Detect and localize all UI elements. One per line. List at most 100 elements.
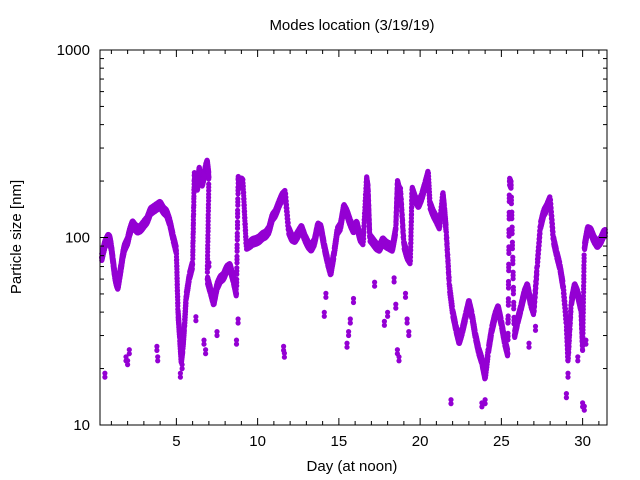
data-point <box>581 252 587 258</box>
data-point <box>408 247 414 253</box>
data-point <box>567 326 573 332</box>
data-point <box>509 224 515 230</box>
data-point <box>234 230 240 236</box>
data-point <box>550 225 556 231</box>
data-point <box>235 202 241 208</box>
data-point <box>505 302 511 308</box>
data-point <box>549 217 555 223</box>
data-point <box>190 229 196 235</box>
data-point <box>548 201 554 207</box>
data-point <box>234 219 241 225</box>
data-point <box>504 346 511 352</box>
data-point <box>243 227 249 233</box>
data-point <box>174 263 180 269</box>
data-point <box>567 320 573 326</box>
data-point <box>400 217 406 223</box>
data-point <box>174 275 180 281</box>
data-point <box>191 211 197 217</box>
data-point <box>508 201 514 207</box>
data-point <box>392 232 398 238</box>
data-point <box>408 233 414 239</box>
data-point <box>366 222 372 228</box>
data-point <box>206 188 212 194</box>
data-point <box>532 294 538 300</box>
data-point <box>532 290 539 296</box>
data-point <box>506 261 512 267</box>
data-point <box>393 211 399 217</box>
data-point <box>510 291 516 297</box>
data-point <box>366 212 372 218</box>
data-point <box>235 196 241 202</box>
data-point <box>581 289 587 295</box>
data-point <box>206 198 212 204</box>
data-point <box>181 328 187 334</box>
data-point <box>563 309 569 315</box>
data-point <box>534 271 540 277</box>
data-point <box>365 182 371 188</box>
data-point <box>407 258 413 264</box>
data-point <box>174 257 180 263</box>
data-point <box>174 269 180 275</box>
data-point <box>510 269 516 275</box>
data-point <box>173 251 180 257</box>
data-point <box>361 223 367 229</box>
data-point <box>190 247 196 253</box>
data-point <box>234 260 240 266</box>
data-point <box>485 353 491 359</box>
data-point <box>235 214 241 220</box>
data-point <box>565 355 571 361</box>
data-point <box>400 222 406 228</box>
data-point <box>240 183 246 189</box>
data-point <box>366 217 372 223</box>
data-point <box>399 201 405 207</box>
data-point <box>234 253 240 259</box>
data-point <box>444 235 450 241</box>
data-point <box>566 344 572 350</box>
data-point <box>361 217 368 223</box>
data-point <box>561 287 567 293</box>
data-point <box>190 256 196 262</box>
data-point <box>506 268 512 274</box>
data-point <box>509 231 515 237</box>
data-point <box>205 218 211 224</box>
data-point <box>443 222 449 228</box>
data-point <box>233 291 240 297</box>
data-point <box>399 207 405 213</box>
data-point <box>190 261 196 267</box>
data-point <box>206 174 212 180</box>
data-point <box>580 330 586 336</box>
data-point <box>547 197 554 203</box>
data-point <box>235 207 241 213</box>
data-point <box>408 218 414 225</box>
data-point <box>366 207 372 213</box>
data-point <box>398 191 404 197</box>
data-point <box>204 269 210 275</box>
data-point <box>548 205 554 211</box>
data-point <box>408 226 414 232</box>
data-point <box>580 299 587 306</box>
data-point <box>533 285 539 291</box>
data-point <box>445 263 451 269</box>
data-point <box>536 247 542 253</box>
data-point <box>535 251 542 257</box>
data-point <box>331 256 337 262</box>
data-point <box>189 266 195 272</box>
data-point <box>206 181 212 187</box>
data-point <box>366 203 372 209</box>
data-point <box>446 274 452 280</box>
data-point <box>174 281 180 287</box>
data-point <box>508 182 514 188</box>
data-point <box>361 229 367 236</box>
data-point <box>505 337 511 343</box>
data-point <box>505 285 512 291</box>
data-point <box>235 191 241 197</box>
data-point <box>285 220 291 226</box>
data-point <box>234 271 240 277</box>
data-point <box>408 240 414 246</box>
data-point <box>393 225 399 231</box>
data-point <box>511 306 517 312</box>
data-point <box>400 228 406 234</box>
data-point <box>206 169 212 176</box>
data-point <box>394 207 400 213</box>
data-point <box>567 332 573 338</box>
